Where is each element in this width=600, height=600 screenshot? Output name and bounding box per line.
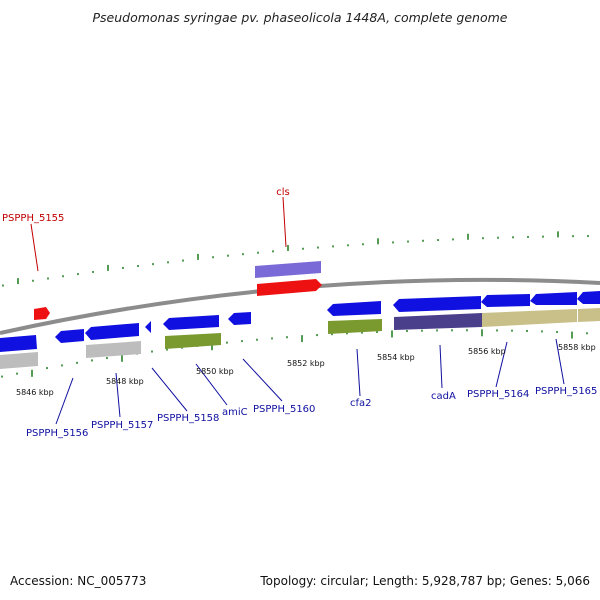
feature-gene-b xyxy=(55,329,84,343)
label-pspph-5156: PSPPH_5156 xyxy=(26,428,88,439)
leader-amic xyxy=(195,363,228,406)
feature-grey-1 xyxy=(0,352,38,369)
feature-gene-c xyxy=(85,323,139,340)
label-cfa2: cfa2 xyxy=(350,398,372,409)
label-pspph-5158: PSPPH_5158 xyxy=(157,413,219,424)
label-cada: cadA xyxy=(431,391,456,402)
tick-marks xyxy=(1,231,589,378)
scale-label-5848: 5848 kbp xyxy=(106,377,144,386)
leader-pspph-5157 xyxy=(115,372,121,418)
feature-khaki-1 xyxy=(482,309,577,327)
scale-label-5852: 5852 kbp xyxy=(287,359,325,368)
label-pspph-5164: PSPPH_5164 xyxy=(467,389,529,400)
scale-label-5856: 5856 kbp xyxy=(468,347,506,356)
feature-cada xyxy=(393,296,481,312)
feature-gene-a xyxy=(0,335,37,352)
leader-pspph-5158 xyxy=(151,367,188,412)
scale-label-5850: 5850 kbp xyxy=(196,367,234,376)
leader-cls xyxy=(282,196,287,248)
feature-grey-2 xyxy=(86,341,141,358)
feature-cls-purple xyxy=(255,261,321,278)
feature-cfa2 xyxy=(327,301,381,316)
topology-summary: Topology: circular; Length: 5,928,787 bp… xyxy=(260,574,590,588)
label-cls: cls xyxy=(276,187,290,198)
feature-pspph-5165 xyxy=(530,292,577,305)
feature-olive-2 xyxy=(328,319,382,334)
leader-cfa2 xyxy=(356,348,361,397)
scale-label-5846: 5846 kbp xyxy=(16,388,54,397)
feature-gene-e xyxy=(163,315,219,330)
label-pspph-5155: PSPPH_5155 xyxy=(2,213,64,224)
feature-gene-f xyxy=(228,312,251,325)
leader-cada xyxy=(439,344,443,389)
scale-label-5858: 5858 kbp xyxy=(558,343,596,352)
feature-gene-g xyxy=(577,291,600,304)
feature-gene-d xyxy=(145,321,151,333)
feature-olive-1 xyxy=(165,333,221,349)
leader-pspph-5156 xyxy=(55,377,74,425)
feature-pspph-5164 xyxy=(481,294,530,307)
map-title: Pseudomonas syringae pv. phaseolicola 14… xyxy=(92,10,508,25)
leader-pspph-5164 xyxy=(495,341,508,388)
label-pspph-5165: PSPPH_5165 xyxy=(535,386,597,397)
label-pspph-5160: PSPPH_5160 xyxy=(253,404,315,415)
accession-text: Accession: NC_005773 xyxy=(10,574,147,588)
label-pspph-5157: PSPPH_5157 xyxy=(91,420,153,431)
leader-pspph-5160 xyxy=(242,358,283,402)
leader-pspph-5155 xyxy=(30,223,39,272)
leader-pspph-5165 xyxy=(555,338,565,385)
feature-cls-red xyxy=(257,279,322,296)
feature-navy xyxy=(394,313,482,330)
feature-pspph-5155 xyxy=(34,307,50,320)
scale-label-5854: 5854 kbp xyxy=(377,353,415,362)
feature-khaki-2 xyxy=(578,308,600,322)
label-amic: amiC xyxy=(222,407,248,418)
